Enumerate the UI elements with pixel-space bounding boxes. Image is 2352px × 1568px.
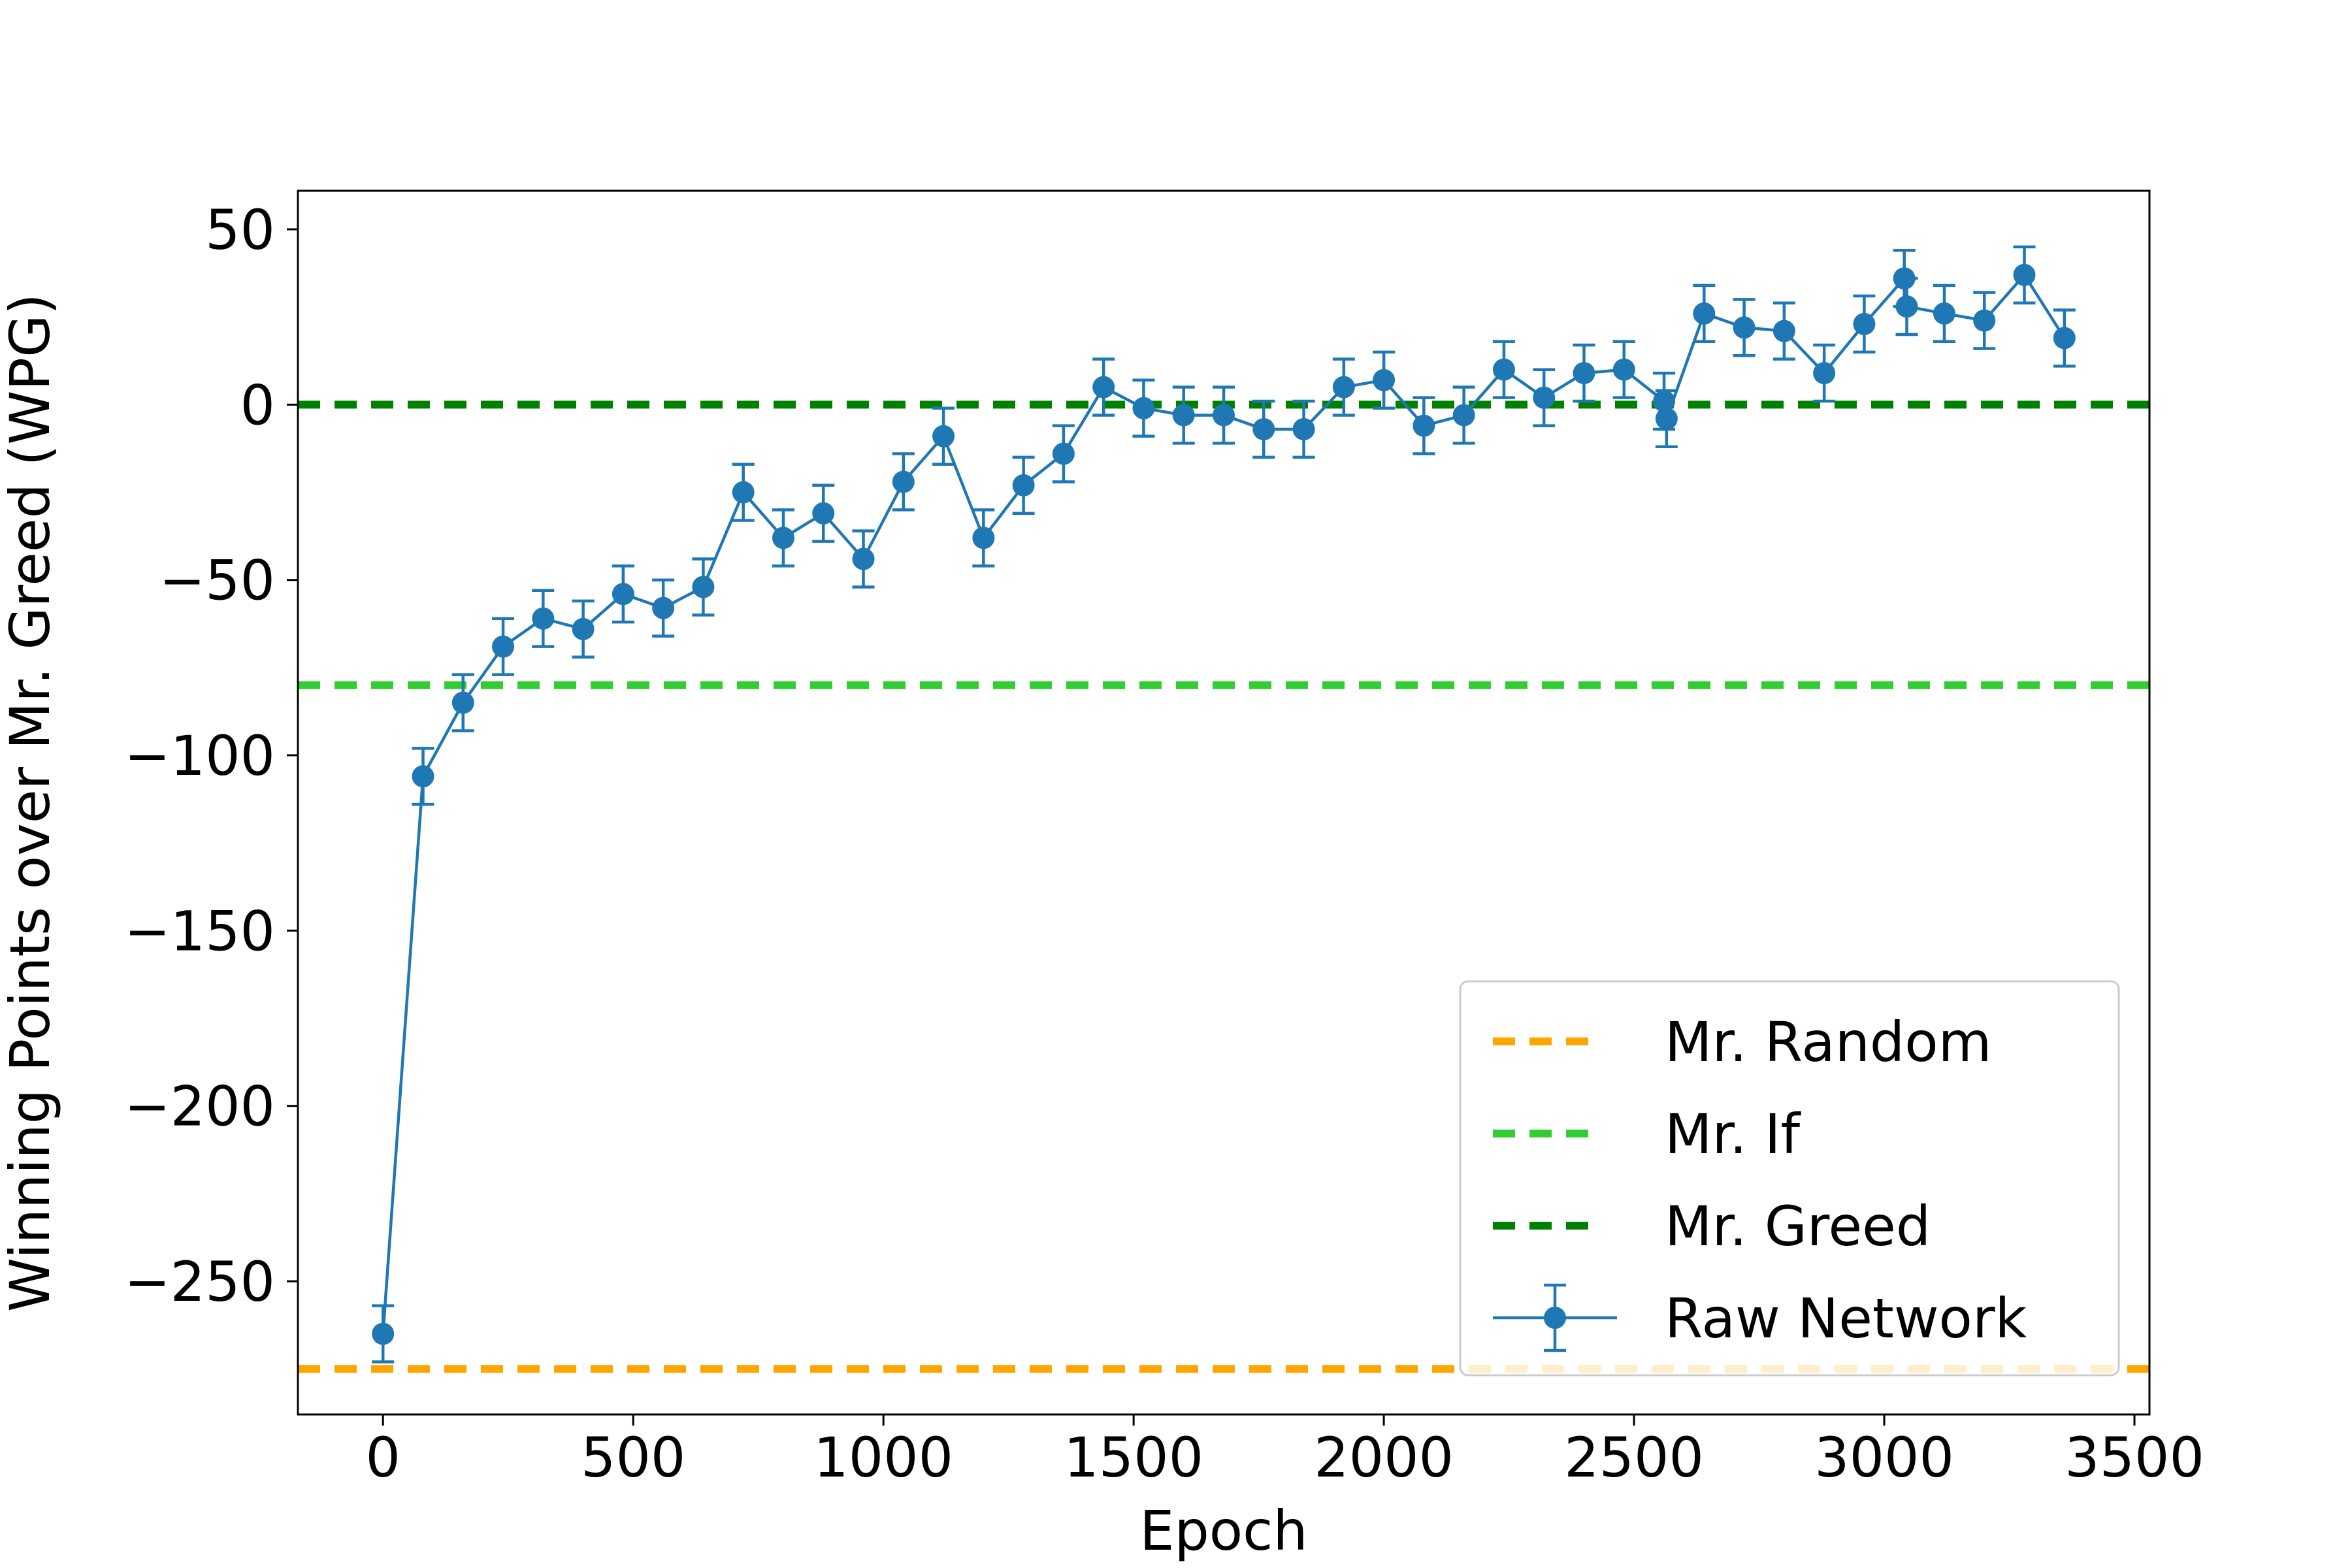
data-point: [1332, 376, 1355, 399]
data-point: [1655, 407, 1678, 430]
legend: Mr. Random Mr. If Mr. Greed Raw Network: [1459, 980, 2120, 1377]
data-point: [1893, 267, 1916, 290]
x-tick-label: 2000: [1314, 1426, 1454, 1490]
data-point: [812, 502, 835, 525]
data-point: [1012, 474, 1035, 497]
legend-entry: Raw Network: [1493, 1283, 2027, 1352]
plot-frame: [297, 189, 2151, 1416]
x-tick-label: 1000: [813, 1426, 953, 1490]
y-tick-label: −100: [124, 724, 275, 788]
data-point: [1853, 312, 1876, 335]
data-point: [1373, 368, 1396, 391]
data-point: [1533, 386, 1556, 409]
data-point: [1172, 404, 1195, 427]
data-point: [1612, 358, 1635, 381]
data-point: [1252, 417, 1275, 440]
data-point: [1693, 302, 1716, 325]
data-point: [932, 425, 955, 448]
y-axis-label: Winning Points over Mr. Greed (WPG): [0, 293, 62, 1312]
data-point: [612, 583, 634, 606]
data-point: [1092, 376, 1115, 399]
legend-label: Raw Network: [1665, 1286, 2027, 1350]
plot-area: [298, 245, 2149, 1373]
data-point: [1573, 362, 1595, 385]
x-tick-label: 2500: [1564, 1426, 1704, 1490]
data-point: [1492, 358, 1515, 381]
data-point: [852, 547, 875, 570]
x-tick-label: 3500: [2065, 1426, 2204, 1490]
data-point: [1052, 442, 1075, 465]
y-tick-label: −50: [159, 549, 275, 613]
data-point: [1973, 309, 1996, 332]
data-point: [451, 691, 474, 714]
legend-swatch-marker: [1544, 1307, 1566, 1329]
data-point: [1933, 302, 1955, 325]
data-point: [1132, 397, 1155, 419]
data-point: [1733, 316, 1756, 339]
legend-label: Mr. Greed: [1665, 1194, 1931, 1258]
data-point: [772, 527, 794, 549]
data-point: [492, 635, 515, 658]
x-tick-label: 3000: [1814, 1426, 1954, 1490]
data-point: [412, 765, 434, 788]
data-point: [732, 481, 755, 504]
x-tick-label: 1500: [1064, 1426, 1203, 1490]
data-point: [652, 596, 675, 619]
data-point: [1413, 414, 1435, 437]
x-axis: 0 500 1000 1500 2000 2500 3000 3500: [365, 1414, 2204, 1490]
data-point: [2053, 327, 2076, 350]
y-tick-label: 50: [205, 198, 275, 262]
data-point: [1292, 417, 1315, 440]
data-point: [2013, 263, 2036, 286]
data-point: [972, 527, 995, 549]
data-point: [1452, 404, 1475, 427]
y-tick-label: 0: [240, 373, 275, 437]
legend-label: Mr. Random: [1665, 1010, 1991, 1074]
data-point: [892, 470, 915, 493]
data-point: [1653, 390, 1676, 413]
data-point: [532, 607, 555, 630]
data-point: [692, 576, 715, 598]
data-point: [1813, 362, 1836, 385]
data-point: [1895, 295, 1918, 318]
y-axis: 50 0 −50 −100 −150 −200 −250: [124, 198, 298, 1314]
data-point: [572, 617, 595, 640]
legend-entry: Mr. If: [1493, 1102, 1801, 1166]
data-point: [372, 1322, 395, 1345]
x-axis-label: Epoch: [1139, 1499, 1307, 1563]
y-tick-label: −150: [124, 899, 275, 963]
legend-entry: Mr. Greed: [1493, 1194, 1931, 1258]
legend-box: [1459, 980, 2120, 1377]
x-tick-label: 500: [581, 1426, 685, 1490]
y-tick-label: −200: [124, 1075, 275, 1139]
x-tick-label: 0: [365, 1426, 400, 1490]
legend-label: Mr. If: [1665, 1102, 1801, 1166]
y-tick-label: −250: [124, 1250, 275, 1314]
data-point: [1772, 319, 1795, 342]
data-point: [1213, 404, 1235, 427]
legend-entry: Mr. Random: [1493, 1010, 1991, 1074]
